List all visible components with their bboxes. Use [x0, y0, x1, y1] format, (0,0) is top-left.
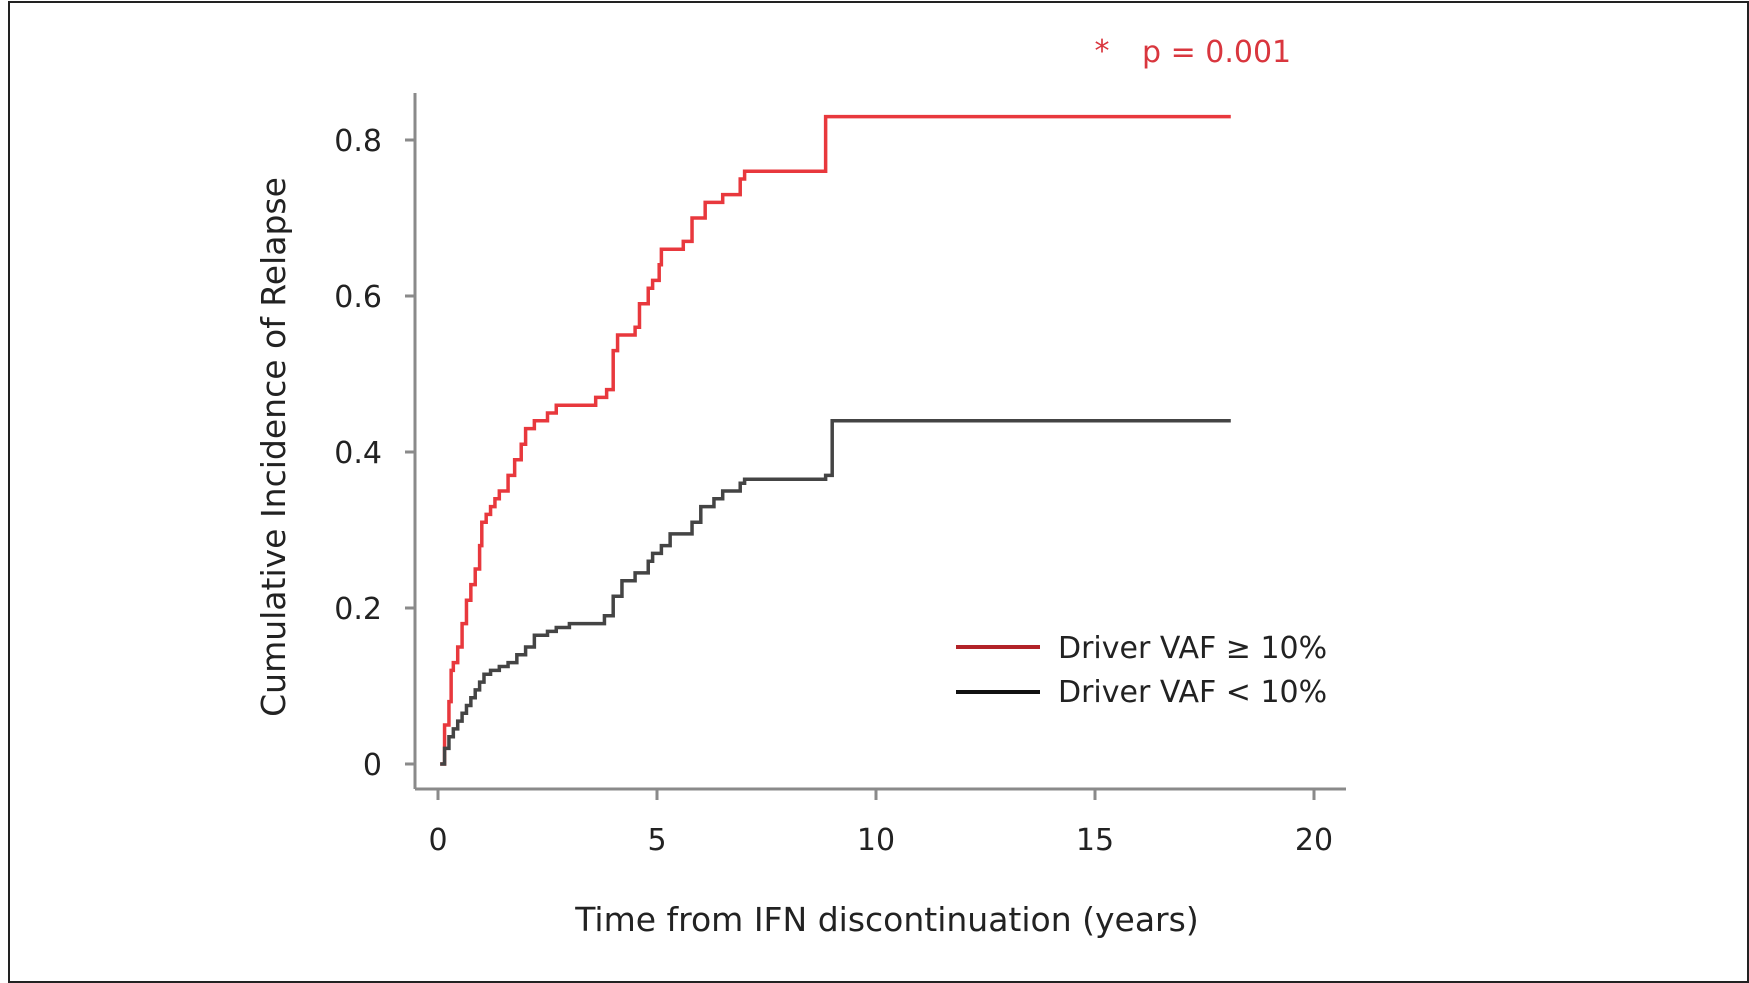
legend: Driver VAF ≥ 10% Driver VAF < 10% [956, 631, 1327, 710]
figure-frame [8, 1, 1749, 983]
x-tick-label: 15 [1076, 823, 1114, 858]
series-line-vaf-low [440, 419, 1231, 766]
series-lines [440, 114, 1231, 766]
p-value-text: p = 0.001 [1142, 35, 1291, 70]
y-tick-label: 0.8 [334, 124, 382, 159]
x-tick-label: 10 [857, 823, 895, 858]
chart-axes [413, 93, 1346, 791]
x-tick-label: 20 [1295, 823, 1333, 858]
series-line-vaf-high [440, 114, 1231, 766]
y-axis-ticks: 0 0.2 0.4 0.6 0.8 [334, 124, 415, 783]
significance-marker: * [1095, 34, 1110, 69]
y-tick-label: 0.2 [334, 592, 382, 627]
y-tick-label: 0.6 [334, 280, 382, 315]
x-axis-label: Time from IFN discontinuation (years) [574, 900, 1198, 939]
x-axis-ticks: 0 5 10 15 20 [428, 789, 1333, 858]
p-value-annotation: * p = 0.001 [1095, 34, 1292, 70]
x-tick-label: 5 [647, 823, 666, 858]
legend-label-vaf-low: Driver VAF < 10% [1058, 675, 1327, 710]
y-tick-label: 0.4 [334, 436, 382, 471]
y-tick-label: 0 [363, 748, 382, 783]
y-axis-label: Cumulative Incidence of Relapse [254, 177, 293, 717]
legend-label-vaf-high: Driver VAF ≥ 10% [1058, 631, 1327, 666]
x-tick-label: 0 [428, 823, 447, 858]
